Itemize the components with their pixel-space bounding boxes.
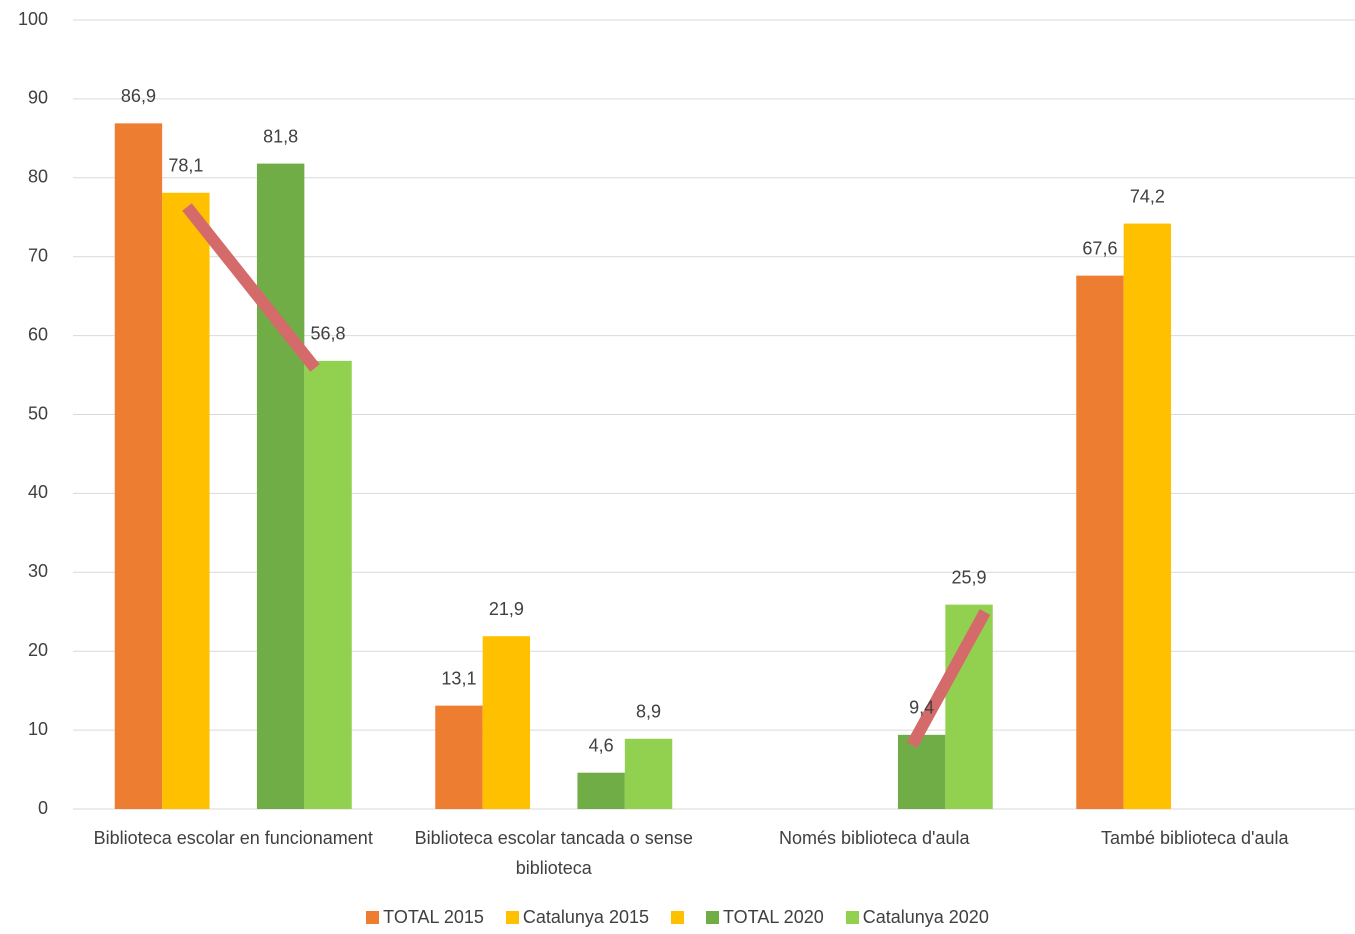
y-tick-label: 50: [28, 403, 48, 423]
bar: [1076, 275, 1124, 809]
y-tick-label: 90: [28, 88, 48, 108]
data-label: 78,1: [168, 156, 203, 176]
legend-swatch: [671, 911, 684, 924]
data-label: 67,6: [1082, 238, 1117, 258]
legend-swatch: [366, 911, 380, 924]
bar: [897, 734, 946, 809]
legend: TOTAL 2015 Catalunya 2015 TOTAL 2020 Catalu…: [0, 907, 1355, 928]
data-label: 9,4: [909, 698, 934, 718]
data-label: 74,2: [1130, 186, 1165, 206]
legend-swatch: [706, 911, 719, 924]
data-label: 25,9: [952, 567, 987, 587]
y-tick-label: 100: [18, 9, 48, 29]
legend-item: Catalunya 2020: [845, 907, 989, 928]
annotation-line: [906, 609, 991, 748]
legend-label: Catalunya 2015: [522, 907, 649, 927]
legend-label: TOTAL 2020: [723, 907, 824, 927]
data-label: 4,6: [589, 735, 614, 755]
legend-item: [671, 907, 684, 928]
y-tick-label: 10: [28, 719, 48, 739]
data-label: 13,1: [441, 668, 476, 688]
y-tick-label: 60: [28, 324, 48, 344]
bar: [114, 123, 163, 809]
y-tick-label: 0: [38, 798, 48, 818]
y-tick-label: 80: [28, 167, 48, 187]
bar: [577, 772, 625, 809]
legend-swatch: [505, 911, 519, 924]
data-label: 86,9: [121, 86, 156, 106]
data-label: 81,8: [263, 126, 298, 146]
bar: [482, 636, 531, 809]
bar: [1123, 223, 1172, 809]
y-tick-label: 40: [28, 482, 48, 502]
data-label: 8,9: [636, 702, 661, 722]
y-tick-label: 70: [28, 245, 48, 265]
legend-swatch: [845, 911, 859, 924]
x-tick-label: També biblioteca d'aula: [1100, 828, 1289, 848]
bar: [256, 163, 305, 809]
legend-item: TOTAL 2015: [366, 907, 484, 928]
legend-label: Catalunya 2020: [862, 907, 989, 927]
bar: [162, 192, 210, 809]
legend-label: TOTAL 2015: [383, 907, 484, 927]
y-tick-label: 20: [28, 640, 48, 660]
legend-item: Catalunya 2015: [505, 907, 649, 928]
x-tick-label: Biblioteca escolar tancada o sense bibli…: [414, 828, 693, 878]
legend-item: TOTAL 2020: [706, 907, 824, 928]
y-tick-label: 30: [28, 561, 48, 581]
data-label: 21,9: [489, 599, 524, 619]
data-label: 56,8: [311, 324, 346, 344]
x-tick-label: Només biblioteca d'aula: [778, 828, 970, 848]
bar: [624, 738, 673, 809]
annotation-line: [182, 203, 320, 372]
x-tick-label: Biblioteca escolar en funcionament: [93, 828, 373, 848]
bar: [304, 360, 352, 809]
bar: [435, 705, 483, 809]
